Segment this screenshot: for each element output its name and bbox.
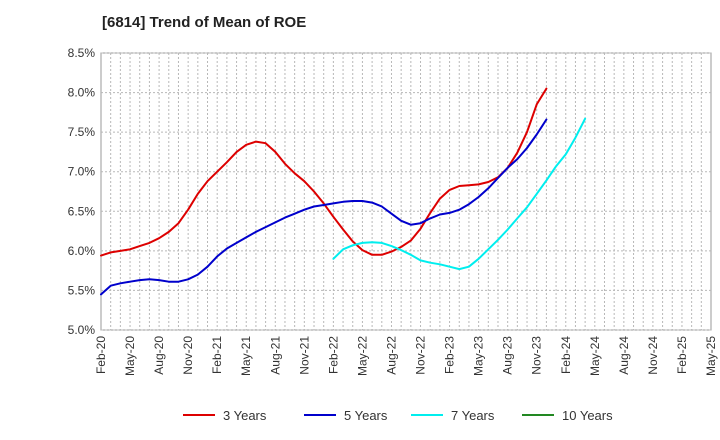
grid-lines bbox=[101, 52, 711, 331]
x-tick-label: Nov-22 bbox=[414, 336, 428, 375]
y-tick-label: 8.0% bbox=[68, 86, 96, 100]
x-tick-label: Nov-21 bbox=[297, 336, 311, 375]
x-tick-label: May-22 bbox=[355, 336, 369, 376]
y-tick-label: 5.0% bbox=[68, 323, 96, 337]
legend-label: 7 Years bbox=[451, 408, 495, 423]
x-axis-ticks: Feb-20 May-20 Aug-20 Nov-20 Feb-21 May-21 Aug-… bbox=[94, 336, 718, 376]
legend-label: 3 Years bbox=[223, 408, 267, 423]
x-tick-label: May-25 bbox=[704, 336, 718, 376]
x-tick-label: Feb-22 bbox=[326, 336, 340, 374]
x-tick-label: May-24 bbox=[588, 336, 602, 376]
legend-label: 10 Years bbox=[562, 408, 613, 423]
y-tick-label: 6.5% bbox=[68, 204, 96, 218]
x-tick-label: Aug-20 bbox=[152, 336, 166, 375]
x-tick-label: Nov-23 bbox=[530, 336, 544, 375]
plot-area bbox=[100, 52, 712, 331]
legend-label: 5 Years bbox=[344, 408, 388, 423]
x-tick-label: May-20 bbox=[123, 336, 137, 376]
x-tick-label: Nov-24 bbox=[646, 336, 660, 375]
x-tick-label: Feb-23 bbox=[443, 336, 457, 374]
x-tick-label: Feb-25 bbox=[675, 336, 689, 374]
x-tick-label: May-21 bbox=[239, 336, 253, 376]
chart-title: [6814] Trend of Mean of ROE bbox=[102, 14, 307, 31]
x-tick-label: Nov-20 bbox=[181, 336, 195, 375]
series-line-3-years bbox=[100, 87, 548, 257]
y-tick-label: 5.5% bbox=[68, 283, 96, 297]
series-line-7-years bbox=[332, 117, 587, 271]
series-lines bbox=[100, 87, 587, 296]
y-tick-label: 6.0% bbox=[68, 244, 96, 258]
x-tick-label: Feb-20 bbox=[94, 336, 108, 374]
x-tick-label: Feb-24 bbox=[559, 336, 573, 374]
y-tick-label: 8.5% bbox=[68, 46, 96, 60]
x-tick-label: Aug-24 bbox=[617, 336, 631, 375]
x-tick-label: Feb-21 bbox=[210, 336, 224, 374]
x-tick-label: Aug-22 bbox=[384, 336, 398, 375]
y-axis-ticks: 5.0% 5.5% 6.0% 6.5% 7.0% 7.5% 8.0% 8.5% bbox=[68, 46, 96, 337]
x-tick-label: May-23 bbox=[472, 336, 486, 376]
y-tick-label: 7.0% bbox=[68, 165, 96, 179]
x-tick-label: Aug-23 bbox=[501, 336, 515, 375]
y-tick-label: 7.5% bbox=[68, 125, 96, 139]
x-tick-label: Aug-21 bbox=[268, 336, 282, 375]
series-line-5-years bbox=[100, 118, 548, 296]
legend: 3 Years 5 Years 7 Years 10 Years bbox=[183, 408, 613, 423]
